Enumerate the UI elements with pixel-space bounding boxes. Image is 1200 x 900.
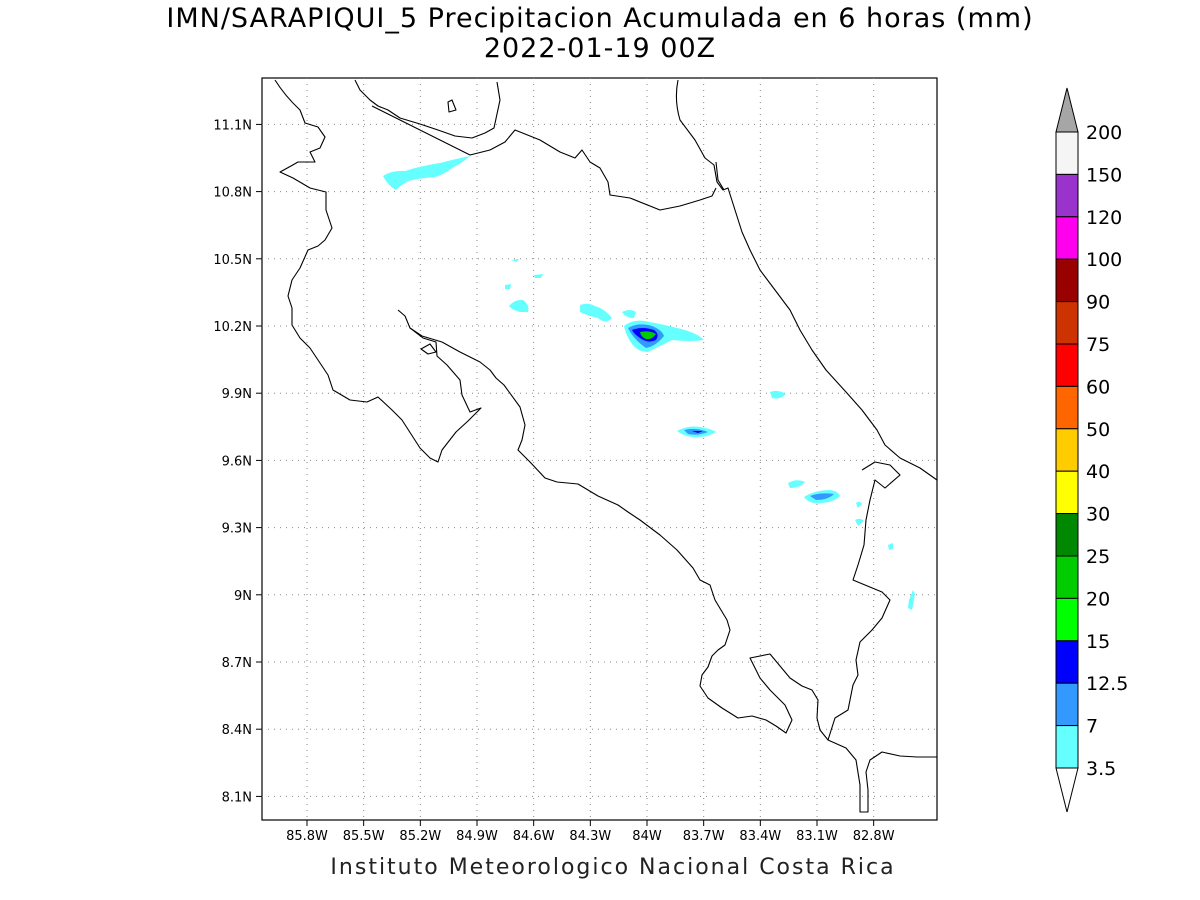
legend-label: 15: [1086, 631, 1110, 653]
legend-label: 3.5: [1086, 758, 1116, 780]
pacific-coast-central: [409, 327, 937, 813]
legend-swatch: [1055, 173, 1079, 218]
tick-label-lat: 9.9N: [222, 387, 252, 402]
tick-label-lon: 82.8W: [853, 829, 895, 844]
precip-area-northwest: [383, 156, 470, 190]
precip-area-small-1: [511, 259, 519, 262]
precip-area-central-south-core: [692, 431, 703, 433]
border-nicaragua-north: [371, 105, 717, 211]
precip-area-small-6: [770, 390, 786, 399]
legend-label: 20: [1086, 588, 1110, 610]
legend-swatch: [1055, 343, 1079, 387]
legend-label: 7: [1086, 716, 1098, 738]
precip-area-small-8: [856, 501, 862, 508]
legend-label: 150: [1086, 164, 1122, 186]
nicaragua-coast-west: [274, 79, 482, 463]
panama-border: [827, 461, 901, 741]
legend-swatch: [1055, 216, 1079, 260]
legend-swatch: [1055, 385, 1079, 430]
precip-area-central-north: [580, 303, 612, 322]
precip-area-small-3: [505, 284, 511, 289]
legend-label: 75: [1086, 334, 1110, 356]
legend-arrow-top: [1055, 87, 1079, 133]
legend-label: 40: [1086, 461, 1110, 483]
credit-text: Instituto Meteorologico Nacional Costa R…: [330, 855, 896, 880]
tick-label-lon: 85.5W: [343, 829, 385, 844]
map-frame: [261, 77, 938, 821]
legend-arrow-bottom: [1055, 767, 1079, 813]
tick-label-lon: 84.3W: [569, 829, 611, 844]
precip-area-small-11: [908, 590, 915, 610]
legend-swatch: [1055, 428, 1079, 472]
tick-label-lat: 8.7N: [222, 656, 252, 671]
precip-legend: 200 150 120 100 90 75 60 50 40 30 25 20 15 12.5 7 3.5: [1055, 87, 1128, 813]
legend-label: 50: [1086, 419, 1110, 441]
map-valid-time: 2022-01-19 00Z: [483, 33, 717, 64]
legend-swatch: [1055, 682, 1079, 727]
legend-label: 12.5: [1086, 673, 1128, 695]
tick-label-lat: 11.1N: [213, 118, 252, 133]
axis-ticks: 85.8W 85.5W 85.2W 84.9W 84.6W 84.3W 84W 83.7W 83…: [213, 118, 894, 844]
river-mouth: [715, 161, 725, 191]
legend-swatch: [1055, 640, 1079, 684]
legend-swatch: [1055, 470, 1079, 515]
tick-label-lat: 10.8N: [213, 186, 252, 201]
tick-label-lon: 84.9W: [456, 829, 498, 844]
tick-label-lat: 8.4N: [222, 723, 252, 738]
nicoya-gulf-island: [420, 343, 437, 355]
tick-label-lat: 8.1N: [222, 790, 252, 805]
coastline-layer: [274, 79, 938, 813]
graticule: [262, 78, 937, 820]
tick-label-lon: 84.6W: [513, 829, 555, 844]
small-island-north: [447, 99, 457, 113]
legend-swatch: [1055, 513, 1079, 557]
legend-label: 100: [1086, 249, 1122, 271]
precip-area-small-7: [788, 480, 805, 488]
tick-label-lon: 83.1W: [796, 829, 838, 844]
tick-label-lon: 83.4W: [739, 829, 781, 844]
tick-label-lat: 9.6N: [222, 454, 252, 469]
tick-label-lat: 10.2N: [213, 320, 252, 335]
tick-label-lon: 84W: [632, 829, 662, 844]
precip-area-southeast-mid: [810, 493, 834, 500]
legend-swatch: [1055, 301, 1079, 345]
legend-label: 200: [1086, 122, 1122, 144]
precip-area-central-peak: [640, 331, 656, 340]
precip-area-small-9: [855, 518, 864, 526]
nicaragua-lake-shore: [354, 79, 501, 139]
tick-label-lon: 85.8W: [286, 829, 328, 844]
map-title: IMN/SARAPIQUI_5 Precipitacion Acumulada …: [166, 3, 1034, 34]
legend-label: 25: [1086, 546, 1110, 568]
caribbean-coast: [675, 79, 938, 481]
precip-area-small-5: [622, 310, 636, 318]
tick-label-lon: 85.2W: [399, 829, 441, 844]
precipitation-layer: [383, 156, 915, 610]
legend-swatch: [1055, 258, 1079, 303]
legend-swatch: [1055, 555, 1079, 599]
legend-label: 120: [1086, 207, 1122, 229]
precip-area-small-10: [888, 543, 893, 550]
legend-label: 60: [1086, 376, 1110, 398]
precip-area-small-4: [509, 299, 529, 312]
legend-label: 30: [1086, 504, 1110, 526]
legend-label: 90: [1086, 292, 1110, 314]
tick-label-lat: 9N: [234, 589, 252, 604]
tick-label-lon: 83.7W: [683, 829, 725, 844]
tick-label-lat: 10.5N: [213, 253, 252, 268]
precip-area-small-2: [534, 274, 543, 278]
legend-swatch: [1055, 131, 1079, 175]
legend-swatch: [1055, 597, 1079, 642]
legend-swatch: [1055, 725, 1079, 769]
tick-label-lat: 9.3N: [222, 522, 252, 537]
